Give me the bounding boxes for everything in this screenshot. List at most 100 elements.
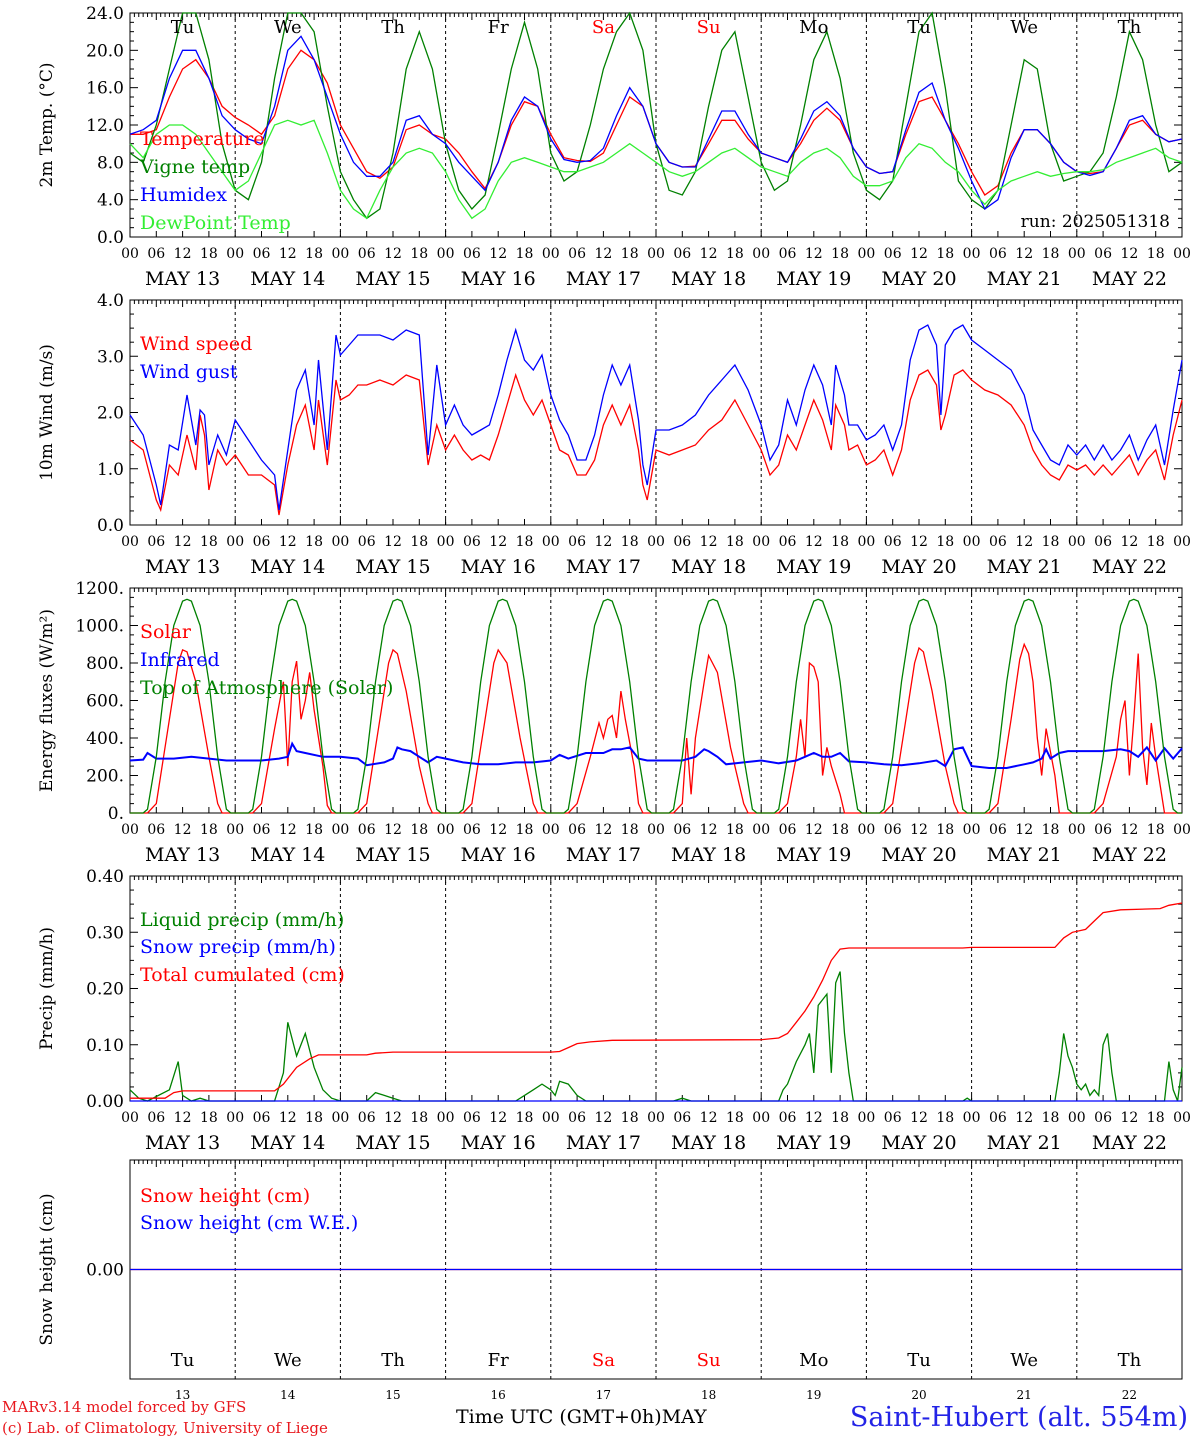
hour-tick-label: 06 bbox=[989, 822, 1007, 838]
weekday-label: Tu bbox=[171, 1350, 195, 1371]
hour-tick-label: 00 bbox=[647, 534, 665, 550]
hour-tick-label: 00 bbox=[752, 1110, 770, 1126]
series-line bbox=[130, 642, 1182, 814]
legend-entry: Liquid precip (mm/h) bbox=[140, 909, 344, 931]
hour-tick-label: 00 bbox=[963, 534, 981, 550]
hour-tick-label: 18 bbox=[1147, 246, 1165, 262]
run-label: run: 2025051318 bbox=[1021, 212, 1170, 232]
weekday-label: We bbox=[1010, 17, 1038, 38]
hour-tick-label: 12 bbox=[594, 822, 612, 838]
hour-tick-label: 18 bbox=[831, 246, 849, 262]
y-axis-label: Energy fluxes (W/m²) bbox=[37, 609, 57, 792]
hour-tick-label: 12 bbox=[1120, 534, 1138, 550]
legend-entry: DewPoint Temp bbox=[140, 212, 291, 234]
hour-tick-label: 00 bbox=[226, 1110, 244, 1126]
date-label: MAY 22 bbox=[1092, 556, 1167, 578]
date-label: MAY 21 bbox=[987, 844, 1062, 866]
hour-tick-label: 12 bbox=[910, 822, 928, 838]
day-number-label: 18 bbox=[701, 1388, 716, 1402]
hour-tick-label: 06 bbox=[147, 534, 165, 550]
hour-tick-label: 12 bbox=[700, 246, 718, 262]
hour-tick-label: 12 bbox=[1015, 822, 1033, 838]
y-tick-label: 0.30 bbox=[86, 923, 124, 943]
hour-tick-label: 00 bbox=[331, 246, 349, 262]
hour-tick-label: 18 bbox=[621, 534, 639, 550]
hour-tick-label: 06 bbox=[1094, 1110, 1112, 1126]
hour-tick-label: 12 bbox=[384, 534, 402, 550]
hour-tick-label: 00 bbox=[1068, 534, 1086, 550]
y-tick-label: 0.00 bbox=[86, 1261, 124, 1281]
weekday-label: Tu bbox=[907, 17, 931, 38]
y-tick-label: 4.0 bbox=[97, 291, 124, 311]
series-line bbox=[130, 598, 1182, 814]
hour-tick-label: 06 bbox=[673, 1110, 691, 1126]
hour-tick-label: 12 bbox=[384, 1110, 402, 1126]
weekday-label: Mo bbox=[799, 1350, 828, 1371]
weekday-label: Tu bbox=[907, 1350, 931, 1371]
hour-tick-label: 06 bbox=[779, 246, 797, 262]
date-label: MAY 14 bbox=[250, 268, 325, 290]
date-label: MAY 20 bbox=[881, 556, 956, 578]
hour-tick-label: 00 bbox=[226, 246, 244, 262]
date-label: MAY 14 bbox=[250, 556, 325, 578]
y-tick-label: 20.0 bbox=[86, 41, 124, 61]
hour-tick-label: 12 bbox=[805, 1110, 823, 1126]
hour-tick-label: 00 bbox=[857, 1110, 875, 1126]
day-number-label: 17 bbox=[596, 1388, 611, 1402]
legend-entry: Solar bbox=[140, 621, 192, 643]
hour-tick-label: 18 bbox=[516, 822, 534, 838]
hour-tick-label: 12 bbox=[1015, 534, 1033, 550]
date-label: MAY 19 bbox=[776, 1132, 851, 1154]
hour-tick-label: 18 bbox=[305, 246, 323, 262]
hour-tick-label: 18 bbox=[516, 1110, 534, 1126]
hour-tick-label: 06 bbox=[568, 1110, 586, 1126]
hour-tick-label: 12 bbox=[910, 1110, 928, 1126]
hour-tick-label: 06 bbox=[253, 246, 271, 262]
legend-entry: Top of Atmosphere (Solar) bbox=[140, 677, 393, 699]
date-label: MAY 13 bbox=[145, 844, 220, 866]
y-tick-label: 16.0 bbox=[86, 79, 124, 99]
hour-tick-label: 00 bbox=[437, 246, 455, 262]
weekday-label: Sa bbox=[592, 17, 615, 38]
hour-tick-label: 00 bbox=[226, 534, 244, 550]
series-line bbox=[129, 35, 1183, 210]
hour-tick-label: 00 bbox=[1068, 246, 1086, 262]
hour-tick-label: 00 bbox=[647, 1110, 665, 1126]
hour-tick-label: 06 bbox=[989, 534, 1007, 550]
plot-frame bbox=[129, 587, 1183, 814]
y-tick-label: 1.0 bbox=[97, 460, 124, 480]
date-label: MAY 18 bbox=[671, 268, 746, 290]
hour-tick-label: 18 bbox=[516, 534, 534, 550]
hour-tick-label: 00 bbox=[121, 246, 139, 262]
weekday-label: We bbox=[274, 17, 302, 38]
day-number-label: 14 bbox=[280, 1388, 296, 1402]
hour-tick-label: 00 bbox=[437, 822, 455, 838]
hour-tick-label: 12 bbox=[1120, 1110, 1138, 1126]
hour-tick-label: 12 bbox=[279, 534, 297, 550]
date-label: MAY 18 bbox=[671, 1132, 746, 1154]
hour-tick-label: 00 bbox=[1068, 1110, 1086, 1126]
hour-tick-label: 18 bbox=[305, 822, 323, 838]
hour-tick-label: 12 bbox=[489, 246, 507, 262]
series-line bbox=[130, 902, 1183, 1099]
legend-entry: Wind gust bbox=[140, 361, 238, 383]
hour-tick-label: 12 bbox=[594, 1110, 612, 1126]
panel-3: 0. 200. 400. 600. 800. 1000. 1200. Energy fluxe… bbox=[37, 579, 1191, 866]
y-tick-label: 0.0 bbox=[97, 228, 124, 248]
hour-tick-label: 06 bbox=[358, 1110, 376, 1126]
weekday-label: Su bbox=[697, 1350, 721, 1371]
hour-tick-label: 18 bbox=[936, 534, 954, 550]
y-tick-label: 800. bbox=[86, 654, 124, 674]
hour-tick-label: 00 bbox=[1173, 534, 1191, 550]
hour-tick-label: 00 bbox=[857, 822, 875, 838]
hour-tick-label: 18 bbox=[410, 534, 428, 550]
day-number-label: 16 bbox=[491, 1388, 506, 1402]
hour-tick-label: 12 bbox=[700, 822, 718, 838]
hour-tick-label: 06 bbox=[463, 246, 481, 262]
hour-tick-label: 18 bbox=[726, 246, 744, 262]
y-axis-label: Snow height (cm) bbox=[37, 1193, 57, 1345]
y-tick-label: 24.0 bbox=[86, 4, 124, 24]
date-label: MAY 13 bbox=[145, 268, 220, 290]
hour-tick-label: 00 bbox=[1173, 822, 1191, 838]
